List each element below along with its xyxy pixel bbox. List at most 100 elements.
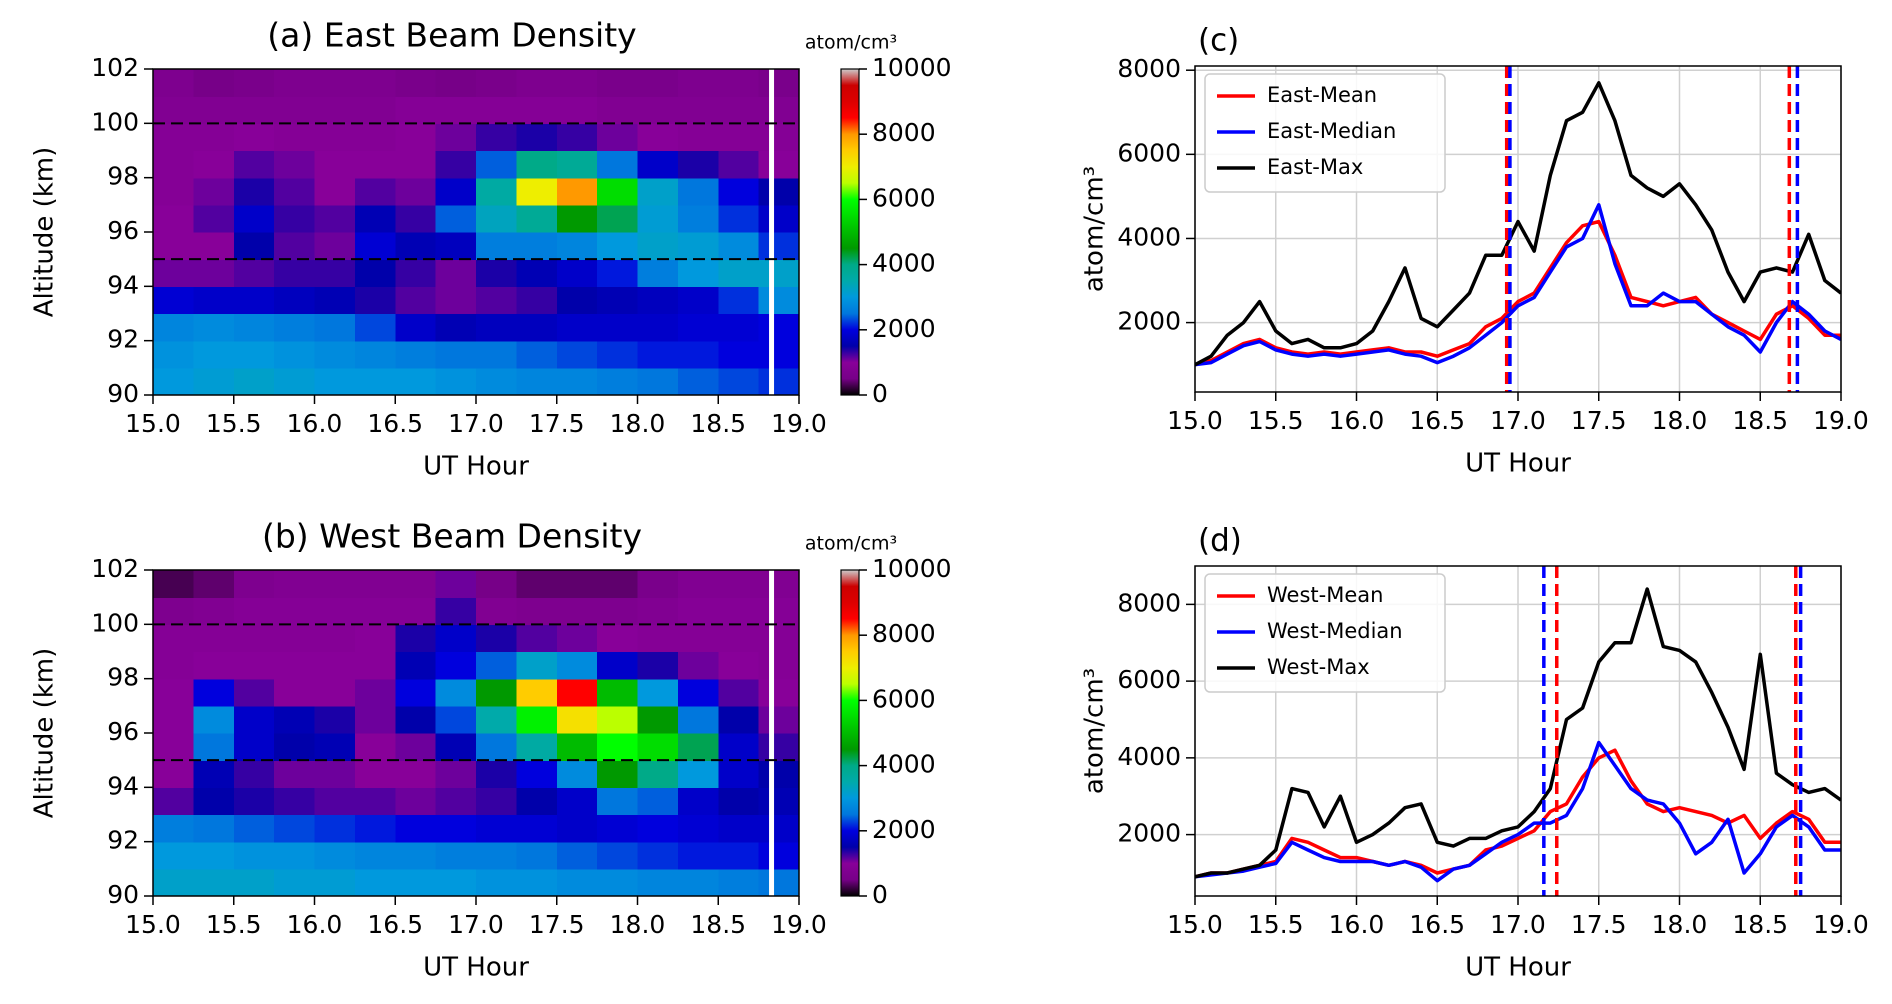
heat-cell [476,177,517,206]
heat-cell [597,570,639,598]
heat-cell [637,787,679,816]
heat-cell [476,570,517,598]
heat-cell [233,760,275,788]
heat-cell [677,123,719,152]
heat-cell [516,651,558,680]
heat-cell [274,177,316,206]
heat-cell [556,597,598,625]
heat-cell [274,570,316,598]
heat-cell [476,150,517,179]
colorbar-tick-label: 10000 [872,53,952,82]
chart-title: (d) [1198,523,1242,559]
heat-cell [314,868,356,897]
heat-cell [597,177,639,206]
heat-cell [718,367,760,396]
heat-cell [637,624,679,653]
legend-box [1204,573,1446,693]
heat-cell [193,597,235,625]
heat-cell [354,150,396,179]
y-tick-label: 8000 [1117,54,1181,83]
heat-cell [637,286,679,315]
heat-cell [193,624,235,653]
y-tick-label: 4000 [1117,742,1181,771]
heat-cell [758,259,800,287]
heat-cell [758,340,800,369]
heat-cell [193,678,235,707]
heat-cell [637,367,679,396]
heat-cell [476,651,517,680]
heat-cell [314,597,356,625]
heat-cell [153,624,194,653]
colorbar-tick-label: 4000 [872,750,936,779]
heat-cell [435,570,477,598]
heat-cell [435,787,477,816]
heat-cell [314,150,356,179]
x-tick-label: 18.5 [690,409,746,438]
heat-cell [516,259,558,287]
heat-cell [677,760,719,788]
heat-cell [193,123,235,152]
heat-cell [435,232,477,260]
heat-cell [354,69,396,97]
heat-cell [718,705,760,734]
heat-cell [435,286,477,315]
heat-cell [718,624,760,653]
x-tick-label: 17.5 [1571,910,1627,939]
heat-cell [556,367,598,396]
heat-cell [758,651,800,680]
line-series [1195,740,1841,883]
y-tick-label: 100 [91,107,139,136]
heat-cell [637,814,679,843]
heat-cell [476,340,517,369]
heat-cell [435,313,477,342]
heat-cell [758,96,800,124]
heat-cell [233,204,275,233]
heat-cell [516,340,558,369]
heat-cell [758,678,800,707]
heat-cell [637,760,679,788]
heat-cell [758,705,800,734]
heat-cell [274,841,316,870]
heat-cell [233,705,275,734]
heat-cell [476,705,517,734]
heat-cell [516,232,558,260]
heat-cell [153,597,194,625]
heat-cell [516,868,558,897]
heat-cell [677,733,719,761]
heat-cell [718,570,760,598]
x-tick-label: 16.0 [287,910,343,939]
x-tick-label: 18.5 [690,910,746,939]
heat-cell [153,787,194,816]
heat-cell [193,150,235,179]
heat-cell [233,313,275,342]
heat-cell [233,651,275,680]
heat-cell [314,651,356,680]
heat-cell [718,841,760,870]
heat-cell [476,760,517,788]
heat-cell [476,733,517,761]
heat-cell [597,123,639,152]
y-axis-label: Altitude (km) [30,648,60,819]
heat-cell [153,841,194,870]
heat-cell [597,624,639,653]
y-tick-label: 2000 [1117,307,1181,336]
heat-cell [395,150,437,179]
heat-cell [153,150,194,179]
heat-cell [718,313,760,342]
y-tick-label: 6000 [1117,138,1181,167]
heat-cell [274,69,316,97]
y-tick-label: 98 [107,162,139,191]
heat-cell [153,204,194,233]
heat-cell [516,787,558,816]
heat-cell [395,651,437,680]
heat-cell [556,705,598,734]
x-tick-label: 18.0 [1652,406,1708,435]
heat-cell [556,841,598,870]
heat-cell [597,96,639,124]
heat-cell [395,259,437,287]
heat-cell [556,868,598,897]
heat-cell [677,868,719,897]
heat-cell [395,787,437,816]
